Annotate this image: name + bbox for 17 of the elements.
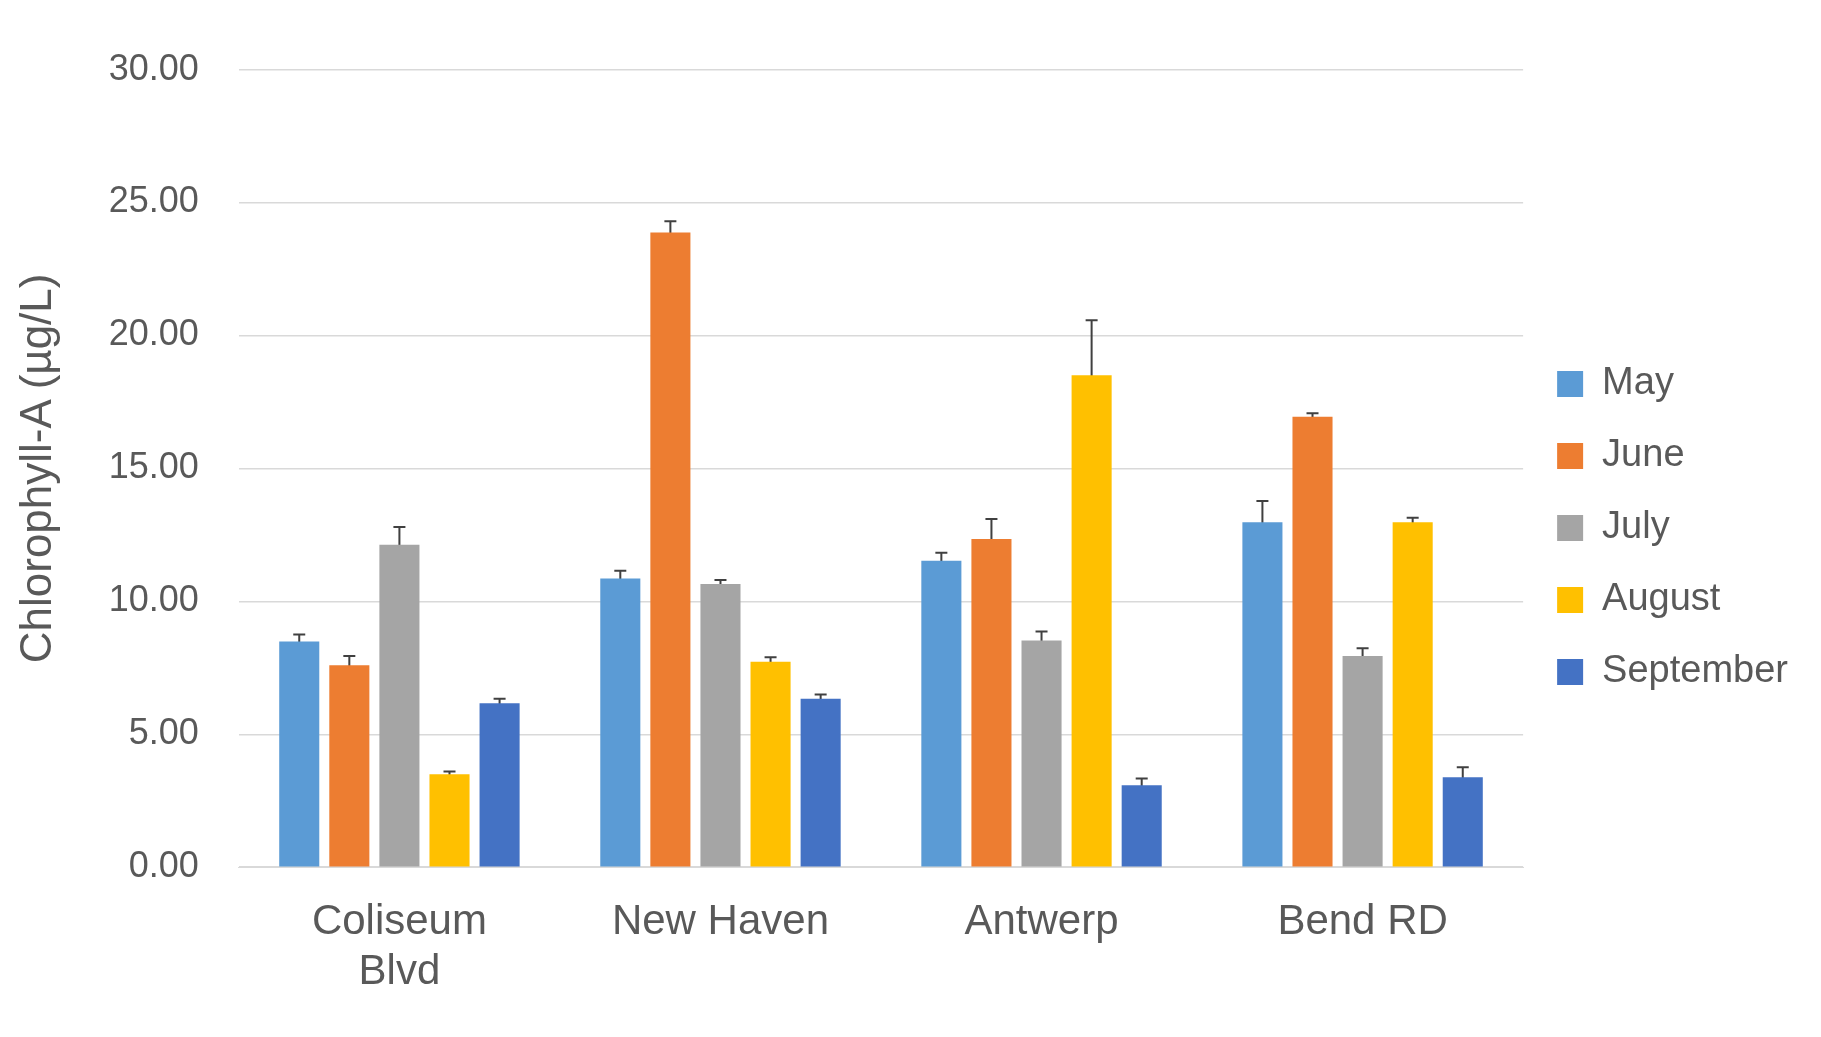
y-tick-label: 10.00	[108, 578, 199, 620]
legend-label: September	[1602, 648, 1789, 691]
y-tick-label: 30.00	[108, 46, 199, 88]
y-tick-label: 20.00	[108, 312, 199, 354]
x-tick-label: Bend RD	[1277, 895, 1448, 943]
legend-label: August	[1602, 576, 1721, 619]
legend-label: July	[1602, 504, 1670, 547]
x-tick-label: Coliseum Blvd	[311, 895, 487, 994]
y-tick-label: 5.00	[128, 711, 199, 753]
legend-label: June	[1602, 432, 1685, 475]
y-tick-label: 25.00	[108, 179, 199, 221]
x-tick-label: Antwerp	[964, 895, 1119, 943]
x-tick-label: New Haven	[611, 895, 830, 943]
y-tick-label: 15.00	[108, 445, 199, 487]
legend-label: May	[1602, 360, 1674, 403]
y-axis-title: Chlorophyll-A (µg/L)	[10, 273, 60, 664]
y-tick-label: 0.00	[128, 844, 199, 886]
